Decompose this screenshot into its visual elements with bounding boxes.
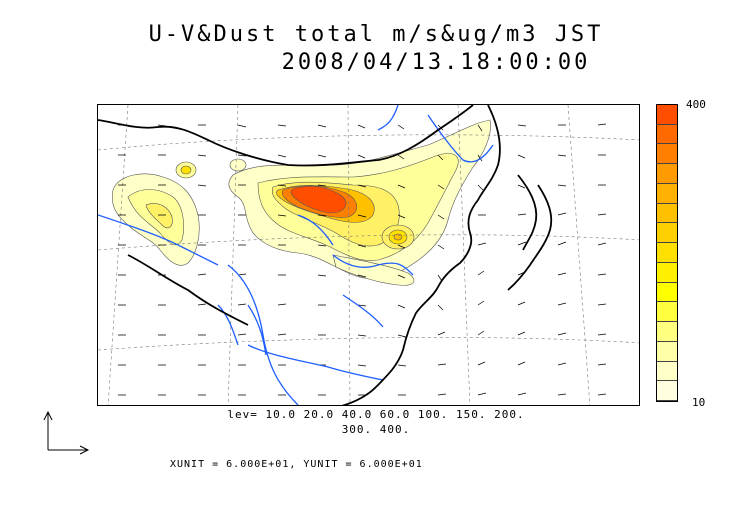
contour-levels-line1: lev= 10.0 20.0 40.0 60.0 100. 150. 200. xyxy=(227,408,525,421)
colorbar xyxy=(656,104,678,402)
rivers xyxy=(98,105,494,405)
reference-vector-icon xyxy=(40,408,100,464)
coastlines xyxy=(98,105,553,405)
colorbar-swatch xyxy=(657,223,677,244)
colorbar-swatch xyxy=(657,302,677,323)
colorbar-swatch xyxy=(657,144,677,165)
map-timestamp: 2008/04/13.18:00:00 xyxy=(281,50,591,75)
colorbar-swatch xyxy=(657,183,677,204)
colorbar-min-label: 10 xyxy=(692,396,706,409)
colorbar-swatch xyxy=(657,361,677,382)
colorbar-swatch xyxy=(657,164,677,184)
colorbar-swatch xyxy=(657,322,677,342)
vector-units: XUNIT = 6.000E+01, YUNIT = 6.000E+01 xyxy=(170,459,423,470)
dust-shading xyxy=(111,119,491,286)
colorbar-max-label: 400 xyxy=(686,98,706,111)
map-canvas xyxy=(98,105,639,405)
map-panel xyxy=(97,104,640,406)
colorbar-swatch xyxy=(657,105,677,125)
colorbar-swatch xyxy=(657,381,677,402)
wind-vectors xyxy=(118,123,607,396)
colorbar-swatch xyxy=(657,124,677,145)
colorbar-swatch xyxy=(657,341,677,362)
colorbar-swatch xyxy=(657,243,677,263)
colorbar-swatch xyxy=(657,203,677,224)
colorbar-swatch xyxy=(657,282,677,303)
map-title: U-V&Dust total m/s&ug/m3 JST xyxy=(148,22,604,47)
colorbar-swatch xyxy=(657,262,677,283)
contour-levels-line2: 300. 400. xyxy=(341,423,411,436)
